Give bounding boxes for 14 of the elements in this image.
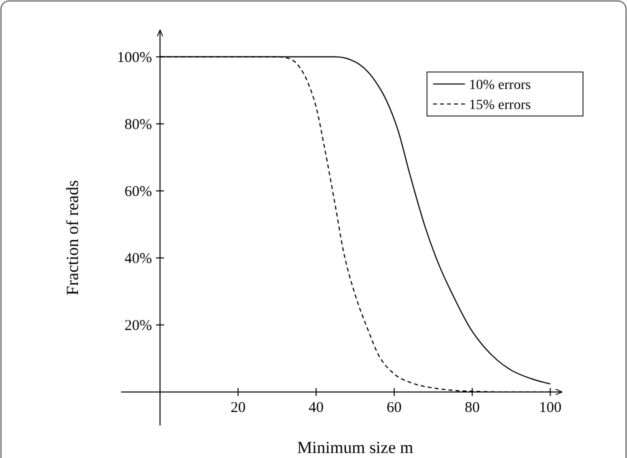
legend-label: 15% errors: [469, 98, 531, 113]
x-tick-label: 80: [464, 400, 480, 416]
y-tick-label: 60%: [124, 184, 152, 200]
y-tick-label: 40%: [124, 250, 152, 267]
x-tick-label: 40: [308, 400, 324, 416]
x-tick-label: 20: [230, 400, 246, 416]
x-axis-title: Minimum size m: [297, 438, 414, 457]
y-axis-title: Fraction of reads: [63, 180, 82, 296]
x-tick-label: 100: [539, 400, 562, 416]
y-tick-label: 80%: [124, 116, 152, 133]
y-tick-label: 100%: [117, 50, 152, 66]
legend-label: 10% errors: [469, 78, 531, 93]
x-tick-label: 60: [386, 400, 402, 416]
y-tick-label: 20%: [124, 318, 152, 334]
